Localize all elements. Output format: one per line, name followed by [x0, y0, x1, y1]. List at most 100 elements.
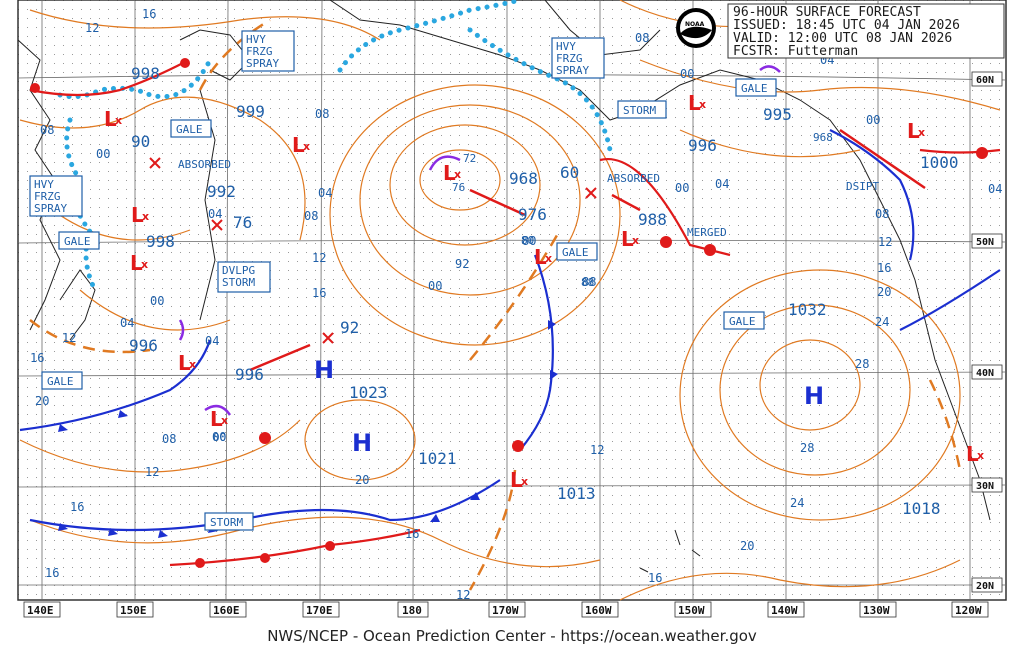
low-symbol: L [443, 161, 456, 185]
low-pressure-value: 998 [146, 232, 175, 251]
low-centers: L x L x L x L x L x L x L x L x L x L x … [104, 91, 984, 492]
isobar-value: 12 [878, 235, 892, 249]
low-center-value: 88 [581, 276, 594, 289]
low-symbol: L [534, 245, 547, 269]
low-x-symbol: x [977, 449, 984, 462]
low-pressure-value: 76 [233, 213, 252, 232]
isobar-value: 20 [740, 539, 754, 553]
isobar-value: 00 [680, 67, 694, 81]
box-label: HVY FRZG SPRAY [556, 40, 589, 77]
low-x-symbol: x [545, 252, 552, 265]
isobar-value: 00 [428, 279, 442, 293]
high-symbol: H [352, 429, 372, 457]
low-x-symbol: x [632, 234, 639, 247]
lon-label: 170W [492, 604, 519, 617]
cold-front-pips [58, 320, 558, 538]
isobar-value: 08 [40, 123, 54, 137]
lon-label: 150W [678, 604, 705, 617]
lon-label: 150E [120, 604, 147, 617]
occluded-fronts [178, 65, 781, 416]
low-x-symbol: x [142, 210, 149, 223]
latitude-labels: 60N 50N 40N 30N 20N [971, 71, 1003, 593]
low-center-value: 80 [521, 234, 534, 247]
isobar-value: 92 [455, 257, 469, 271]
low-pressure-value: 988 [638, 210, 667, 229]
high-pressure-value: 1018 [902, 499, 941, 518]
isobar-value: 16 [405, 527, 419, 541]
high-centers: H H H [314, 356, 824, 457]
isobar-value: 04 [208, 207, 222, 221]
lon-label: 160E [213, 604, 240, 617]
isobar-value: 08 [315, 107, 329, 121]
low-symbol: L [510, 468, 523, 492]
lon-label: 140E [27, 604, 54, 617]
longitude-labels: 140E 150E 160E 170E 180 170W 160W 150W 1… [23, 601, 989, 618]
low-pressure-value: 92 [340, 318, 359, 337]
low-pressure-value: 976 [518, 205, 547, 224]
high-pressure-value: 1032 [788, 300, 827, 319]
isobar-value: 00 [212, 430, 226, 444]
low-pressure-value: 996 [129, 336, 158, 355]
isobar-value: 20 [355, 473, 369, 487]
high-symbol: H [804, 382, 824, 410]
low-pressure-value: 999 [236, 102, 265, 121]
pressure-labels: 998 999 992 998 996 996 968 976 988 995 … [129, 64, 959, 518]
boxed-labels: HVY FRZG SPRAY HVY FRZG SPRAY HVY FRZG SPRAY G… [29, 30, 777, 531]
merged-label: MERGED [687, 226, 727, 239]
low-x-symbol: x [454, 168, 461, 181]
high-symbol: H [314, 356, 334, 384]
isobar-value: 16 [70, 500, 84, 514]
isobar-value: 80 [522, 234, 536, 248]
low-x-symbol: x [521, 475, 528, 488]
map-credit-footer: NWS/NCEP - Ocean Prediction Center - htt… [267, 627, 757, 645]
isobar-value: 04 [205, 334, 219, 348]
low-x-symbol: x [189, 358, 196, 371]
low-pressure-value: 996 [688, 136, 717, 155]
isobar-value: 16 [142, 7, 156, 21]
low-pressure-value: 1000 [920, 153, 959, 172]
isobar-value: 12 [62, 331, 76, 345]
low-center-value: 76 [452, 181, 465, 194]
forecast-header: 96-HOUR SURFACE FORECAST ISSUED: 18:45 U… [727, 3, 1005, 59]
isobar-value: 04 [715, 177, 729, 191]
box-label: GALE [64, 235, 91, 248]
noaa-logo-text: NOAA [685, 21, 705, 28]
lat-label: 60N [976, 75, 994, 86]
isobar-value: 24 [790, 496, 804, 510]
box-label: HVY FRZG SPRAY [34, 178, 67, 215]
header-issued: ISSUED: 18:45 UTC 04 JAN 2026 [733, 18, 960, 33]
low-center-value: 00 [213, 431, 226, 444]
low-center-value: 968 [813, 131, 833, 144]
isobar-value: 16 [877, 261, 891, 275]
dsipt-label: DSIPT [846, 180, 879, 193]
isobar-value: 16 [312, 286, 326, 300]
box-label: HVY FRZG SPRAY [246, 33, 279, 70]
low-symbol: L [104, 107, 117, 131]
low-x-symbol: x [141, 258, 148, 271]
trough-lines [29, 18, 962, 591]
low-center-values: 72 76 80 88 968 00 [213, 131, 833, 444]
graticule [17, 0, 1007, 601]
lon-label: 130W [863, 604, 890, 617]
isobar-value: 20 [35, 394, 49, 408]
lon-label: 170E [306, 604, 333, 617]
map-frame [17, 0, 1007, 601]
isobar-value: 00 [866, 113, 880, 127]
isobar-value: 00 [150, 294, 164, 308]
box-label: GALE [741, 82, 768, 95]
low-pressure-value: 998 [131, 64, 160, 83]
low-symbol: L [178, 351, 191, 375]
storm-tracks [249, 128, 926, 372]
warm-front-bumps [30, 58, 988, 568]
isobar-value: 16 [648, 571, 662, 585]
isobar-value: 04 [318, 186, 332, 200]
low-symbol: L [966, 442, 979, 466]
header-title: 96-HOUR SURFACE FORECAST [733, 5, 921, 20]
isobar-labels: 16 12 08 04 00 00 92 88 80 20 24 28 28 2… [30, 7, 1002, 602]
isobar-value: 08 [875, 207, 889, 221]
high-pressure-value: 1013 [557, 484, 596, 503]
header-valid: VALID: 12:00 UTC 08 JAN 2026 [733, 31, 952, 46]
isobar-value: 04 [988, 182, 1002, 196]
lon-label: 180 [402, 604, 422, 617]
